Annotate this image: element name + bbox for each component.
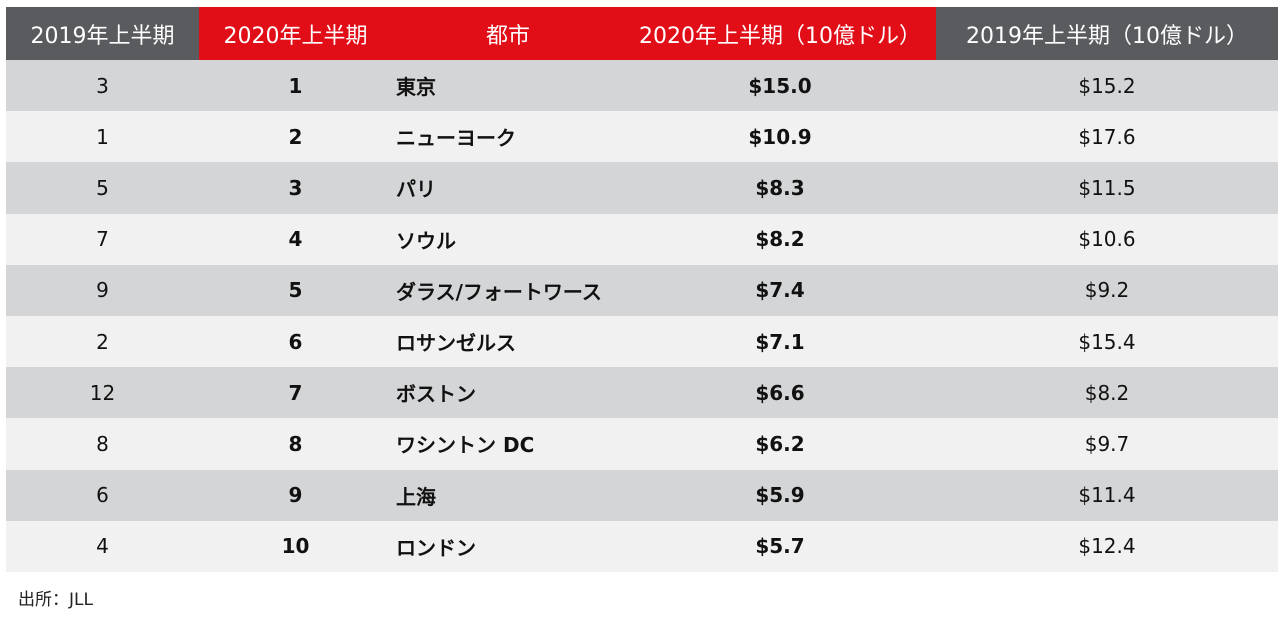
city-cell: ボストン (396, 382, 476, 407)
city-cell: ソウル (396, 228, 456, 253)
rank-2020-cell: 7 (288, 380, 303, 405)
table-row: 1 2 ニューヨーク $10.9 $17.6 (6, 111, 1278, 163)
value-2020-cell: $15.0 (748, 73, 812, 98)
value-2020-cell: $7.1 (755, 329, 805, 354)
value-2019-cell: $12.4 (1078, 534, 1136, 559)
table-row: 8 8 ワシントン DC $6.2 $9.7 (6, 418, 1278, 470)
city-cell: ワシントン DC (396, 433, 535, 458)
ranking-table: 2019年上半期 2020年上半期 都市 2020年上半期（10億ドル） 201… (6, 7, 1278, 572)
rank-2020-cell: 9 (288, 483, 303, 508)
rank-2019-cell: 2 (96, 329, 109, 354)
value-2020-cell: $8.2 (755, 227, 805, 252)
rank-2019-cell: 7 (96, 227, 109, 252)
city-cell: 東京 (396, 75, 436, 100)
rank-2020-cell: 1 (288, 73, 303, 98)
rank-2020-cell: 4 (288, 227, 303, 252)
rank-2020-cell: 2 (288, 124, 303, 149)
table-row: 7 4 ソウル $8.2 $10.6 (6, 213, 1278, 265)
rank-2020-cell: 8 (288, 431, 303, 456)
value-2019-cell: $10.6 (1078, 227, 1136, 252)
value-2020-cell: $5.7 (755, 534, 805, 559)
value-2020-cell: $5.9 (755, 483, 805, 508)
table-row: 5 3 パリ $8.3 $11.5 (6, 162, 1278, 214)
table-row: 12 7 ボストン $6.6 $8.2 (6, 367, 1278, 419)
value-2019-cell: $11.4 (1078, 483, 1136, 508)
city-cell: パリ (396, 177, 436, 202)
rank-2019-cell: 12 (89, 380, 116, 405)
city-cell: ニューヨーク (396, 126, 516, 151)
rank-2019-cell: 9 (96, 278, 109, 303)
value-2019-cell: $9.2 (1084, 278, 1130, 303)
value-2020-cell: $7.4 (755, 278, 805, 303)
rank-2019-cell: 5 (96, 175, 109, 200)
value-2019-cell: $17.6 (1078, 124, 1136, 149)
table-header: 2019年上半期 2020年上半期 都市 2020年上半期（10億ドル） 201… (6, 7, 1278, 60)
table-body: 3 1 東京 $15.0 $15.2 1 2 ニューヨーク $10.9 $17.… (6, 60, 1278, 572)
city-cell: ロサンゼルス (396, 331, 516, 356)
value-2019-cell: $15.4 (1078, 329, 1136, 354)
rank-2019-cell: 6 (96, 483, 109, 508)
rank-2019-cell: 4 (96, 534, 109, 559)
rank-2020-cell: 6 (288, 329, 303, 354)
table-row: 4 10 ロンドン $5.7 $12.4 (6, 520, 1278, 572)
table-row: 6 9 上海 $5.9 $11.4 (6, 469, 1278, 521)
value-2019-cell: $15.2 (1078, 73, 1136, 98)
city-cell: 上海 (396, 484, 436, 509)
city-cell: ダラス/フォートワース (396, 279, 602, 304)
rank-2020-cell: 3 (288, 175, 303, 200)
rank-2020-cell: 5 (288, 278, 303, 303)
header-city: 都市 (392, 7, 624, 60)
rank-2019-cell: 1 (96, 124, 109, 149)
header-rank-2020: 2020年上半期 (199, 7, 392, 60)
city-cell: ロンドン (396, 535, 476, 560)
table-row: 9 5 ダラス/フォートワース $7.4 $9.2 (6, 264, 1278, 316)
header-value-2020: 2020年上半期（10億ドル） (624, 7, 936, 60)
value-2019-cell: $11.5 (1078, 175, 1136, 200)
value-2020-cell: $6.2 (755, 431, 805, 456)
value-2020-cell: $6.6 (755, 380, 805, 405)
source-note: 出所：JLL (18, 590, 93, 610)
rank-2020-cell: 10 (281, 534, 310, 559)
rank-2019-cell: 8 (96, 431, 109, 456)
table-row: 3 1 東京 $15.0 $15.2 (6, 60, 1278, 112)
header-value-2019: 2019年上半期（10億ドル） (936, 7, 1278, 60)
rank-2019-cell: 3 (96, 73, 109, 98)
header-rank-2019: 2019年上半期 (6, 7, 199, 60)
table-row: 2 6 ロサンゼルス $7.1 $15.4 (6, 315, 1278, 368)
value-2020-cell: $8.3 (755, 175, 805, 200)
value-2020-cell: $10.9 (748, 124, 812, 149)
value-2019-cell: $8.2 (1084, 380, 1130, 405)
value-2019-cell: $9.7 (1084, 431, 1130, 456)
